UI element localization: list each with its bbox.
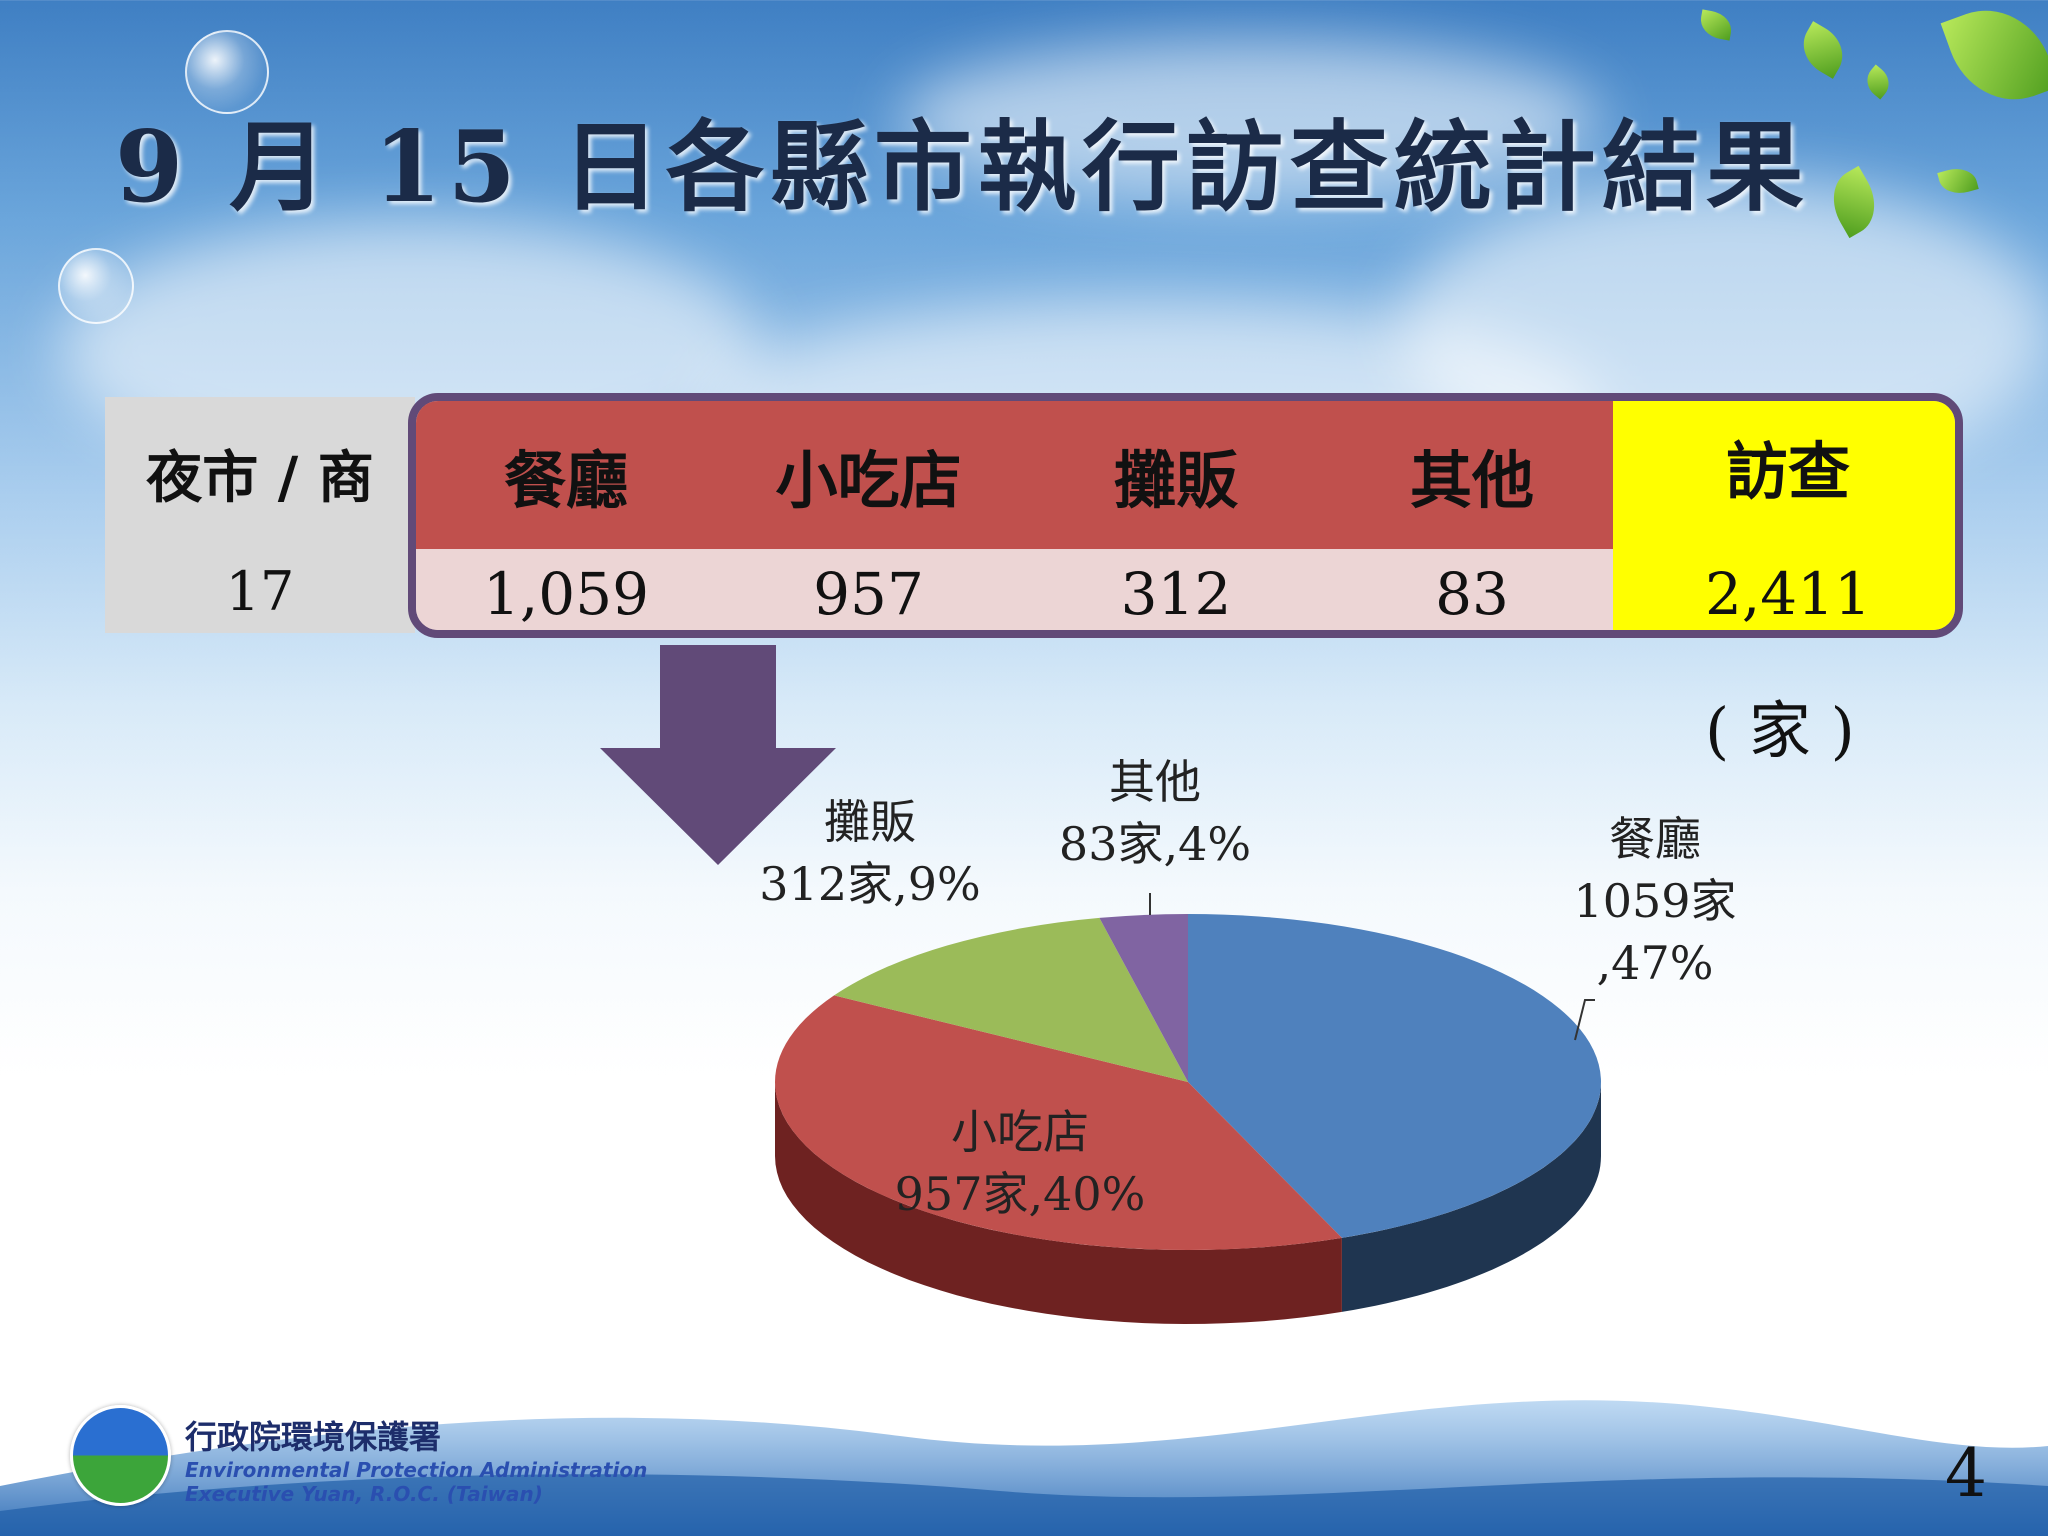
table-value-row xyxy=(416,549,1613,630)
table-header-snack-shop: 小吃店 xyxy=(775,444,962,517)
table-value-snack-shop: 957 xyxy=(813,559,924,628)
org-name-en: Environmental Protection Administration xyxy=(185,1458,648,1482)
pie-side-restaurant xyxy=(1341,1082,1601,1312)
epa-logo xyxy=(70,1405,171,1506)
table-header-restaurant: 餐廳 xyxy=(503,444,628,517)
pie-slice-restaurant xyxy=(1188,914,1601,1238)
table-value-night-market: 17 xyxy=(225,559,295,623)
table-value-total: 2,411 xyxy=(1704,559,1872,628)
pie-label-other: 83家,4% xyxy=(1059,817,1251,871)
table-header-night-market: 夜市 / 商 xyxy=(146,444,374,511)
table-header-total: 訪查 xyxy=(1725,435,1850,508)
page-number: 4 xyxy=(1945,1435,1987,1512)
pie-slice-vendor xyxy=(834,917,1188,1082)
pie-label-restaurant: ,47% xyxy=(1597,936,1714,990)
table-total-column xyxy=(1613,401,1955,630)
night-market-column: 夜市 / 商 17 xyxy=(105,397,415,633)
table-value-vendor: 312 xyxy=(1120,559,1232,628)
leader-line xyxy=(1574,999,1595,1041)
bubble xyxy=(185,30,269,114)
pie-label-other: 其他 xyxy=(1109,755,1201,809)
pie-slice-snack-shop xyxy=(775,995,1342,1250)
pie-label-restaurant: 1059家 xyxy=(1573,874,1736,928)
down-arrow xyxy=(600,645,836,865)
pie-slice-other xyxy=(1099,913,1188,1082)
unit-label: ( 家 ) xyxy=(1705,694,1855,767)
table-header-other: 其他 xyxy=(1409,444,1534,517)
table-header-row xyxy=(416,401,1613,549)
org-name-zh: 行政院環境保護署 xyxy=(185,1418,442,1456)
pie-label-vendor: 攤販 xyxy=(824,795,916,849)
cloud xyxy=(900,40,1600,200)
table-value-other: 83 xyxy=(1435,559,1509,628)
table-value-restaurant: 1,059 xyxy=(482,559,650,628)
pie-label-vendor: 312家,9% xyxy=(759,857,980,911)
pie-label-snack-shop: 957家,40% xyxy=(895,1167,1146,1221)
org-name-en-sub: Executive Yuan, R.O.C. (Taiwan) xyxy=(185,1482,543,1506)
pie-side-snack-shop xyxy=(775,1082,1342,1324)
slide-title: 9 月 15 日各縣市執行訪查統計結果 xyxy=(115,110,1810,225)
water-splash xyxy=(0,1400,2048,1536)
bubble xyxy=(58,248,134,324)
table-header-vendor: 攤販 xyxy=(1113,444,1238,517)
stats-table: 餐廳 小吃店 攤販 其他 訪查 1,059 957 312 83 2,411 xyxy=(408,393,1963,638)
pie-label-restaurant: 餐廳 xyxy=(1609,812,1701,866)
pie-label-snack-shop: 小吃店 xyxy=(951,1105,1089,1159)
